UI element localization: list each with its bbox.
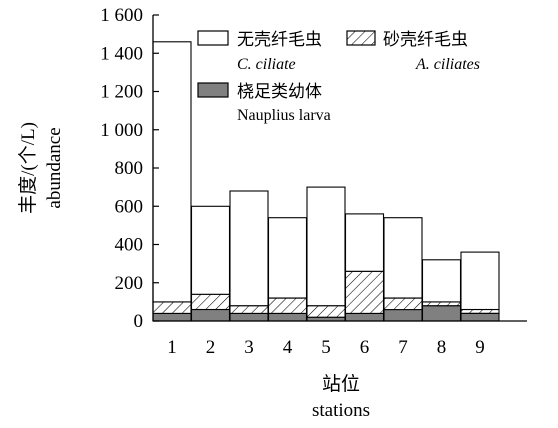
x-tick-label: 7 [398,337,408,358]
bar-segment-station-8-series-0 [421,305,462,322]
bar-segment-station-1-series-2 [152,41,192,303]
x-ticks: 1 2 3 4 5 6 7 8 9 [167,337,485,358]
bar-segment-station-9-series-2 [460,251,500,311]
legend-swatch-c-ciliate [197,30,229,46]
bar-segment-station-3-series-0 [229,312,269,322]
bar-segment-station-4-series-1 [267,297,308,314]
x-tick-label: 2 [206,337,216,358]
y-tick-label: 1 400 [100,43,143,64]
bar-segment-station-1-series-0 [152,312,192,322]
legend-label-c-ciliate-en: C. ciliate [237,56,296,73]
bar-segment-station-6-series-2 [344,213,385,272]
bar-segment-station-5-series-1 [306,305,346,318]
bars-layer [152,41,500,322]
x-tick-label: 8 [437,337,447,358]
bar-segment-station-2-series-1 [190,293,231,311]
x-axis-title-cn: 站位 [322,373,360,395]
y-tick-label: 1 000 [100,120,143,141]
x-tick-label: 5 [321,337,331,358]
bar-segment-station-6-series-0 [344,312,385,322]
y-tick-label: 400 [115,235,144,256]
bar-segment-station-6-series-1 [344,270,385,314]
x-tick-label: 1 [167,337,177,358]
y-ticks: 0 200 400 600 800 1 000 1 200 1 400 1 600 [100,5,159,332]
bar-segment-station-9-series-0 [460,312,500,322]
y-tick-label: 600 [115,196,144,217]
legend-label-c-ciliate-cn: 无壳纤毛虫 [237,30,322,49]
y-axis-title-en: abundance [44,127,65,208]
bar-segment-station-3-series-1 [229,305,269,314]
bar-segment-station-2-series-0 [190,308,231,322]
y-tick-label: 1 200 [100,82,143,103]
legend-label-nauplius-cn: 桡足类幼体 [237,82,322,101]
bar-segment-station-3-series-2 [229,190,269,307]
bar-segment-station-7-series-0 [383,308,423,322]
bar-segment-station-8-series-2 [421,259,462,303]
bar-segment-station-8-series-1 [421,301,462,307]
legend: 无壳纤毛虫 C. ciliate 砂壳纤毛虫 A. ciliates 桡足类幼体… [197,30,480,124]
x-tick-label: 3 [244,337,254,358]
x-tick-label: 6 [360,337,370,358]
y-tick-label: 0 [134,311,144,332]
y-tick-label: 200 [115,273,144,294]
legend-swatch-nauplius [197,82,229,98]
y-axis-title-cn: 丰度/(个/L) [17,122,39,214]
y-tick-label: 1 600 [100,5,143,26]
y-tick-label: 800 [115,158,144,179]
x-tick-label: 9 [475,337,485,358]
bar-segment-station-2-series-2 [190,205,231,295]
bar-segment-station-7-series-2 [383,217,423,299]
bar-segment-station-4-series-2 [267,217,308,299]
bar-segment-station-7-series-1 [383,297,423,311]
bar-segment-station-4-series-0 [267,312,308,322]
x-tick-label: 4 [283,337,293,358]
legend-swatch-a-ciliates [346,30,376,46]
legend-label-a-ciliates-en: A. ciliates [415,56,480,73]
bar-segment-station-5-series-2 [306,186,346,307]
legend-label-nauplius-en: Nauplius larva [237,107,331,124]
legend-label-a-ciliates-cn: 砂壳纤毛虫 [383,30,468,49]
bar-segment-station-9-series-1 [460,308,500,314]
x-axis-title-en: stations [312,400,370,421]
bar-segment-station-1-series-1 [152,301,192,314]
